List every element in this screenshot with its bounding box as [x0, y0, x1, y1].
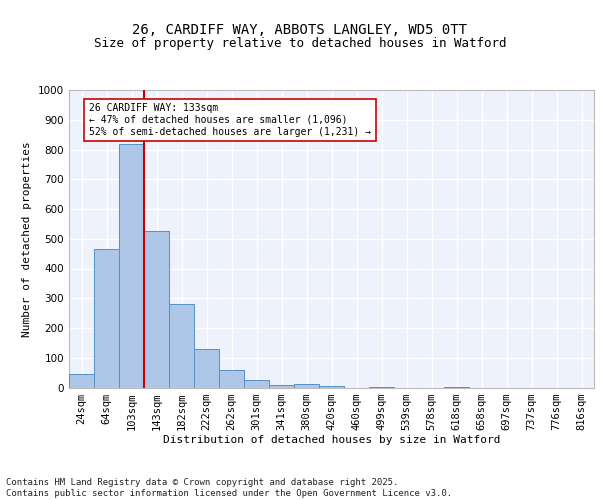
Y-axis label: Number of detached properties: Number of detached properties — [22, 141, 32, 336]
Bar — [244, 380, 269, 388]
Bar — [269, 384, 294, 388]
Bar — [69, 374, 94, 388]
Bar — [369, 387, 394, 388]
Text: Contains HM Land Registry data © Crown copyright and database right 2025.
Contai: Contains HM Land Registry data © Crown c… — [6, 478, 452, 498]
X-axis label: Distribution of detached houses by size in Watford: Distribution of detached houses by size … — [163, 436, 500, 446]
Text: 26 CARDIFF WAY: 133sqm
← 47% of detached houses are smaller (1,096)
52% of semi-: 26 CARDIFF WAY: 133sqm ← 47% of detached… — [89, 104, 371, 136]
Text: 26, CARDIFF WAY, ABBOTS LANGLEY, WD5 0TT: 26, CARDIFF WAY, ABBOTS LANGLEY, WD5 0TT — [133, 22, 467, 36]
Bar — [294, 384, 319, 388]
Text: Size of property relative to detached houses in Watford: Size of property relative to detached ho… — [94, 38, 506, 51]
Bar — [444, 386, 469, 388]
Bar — [94, 249, 119, 388]
Bar — [219, 370, 244, 388]
Bar — [169, 304, 194, 388]
Bar — [119, 144, 144, 388]
Bar — [194, 349, 219, 388]
Bar — [144, 232, 169, 388]
Bar — [319, 386, 344, 388]
